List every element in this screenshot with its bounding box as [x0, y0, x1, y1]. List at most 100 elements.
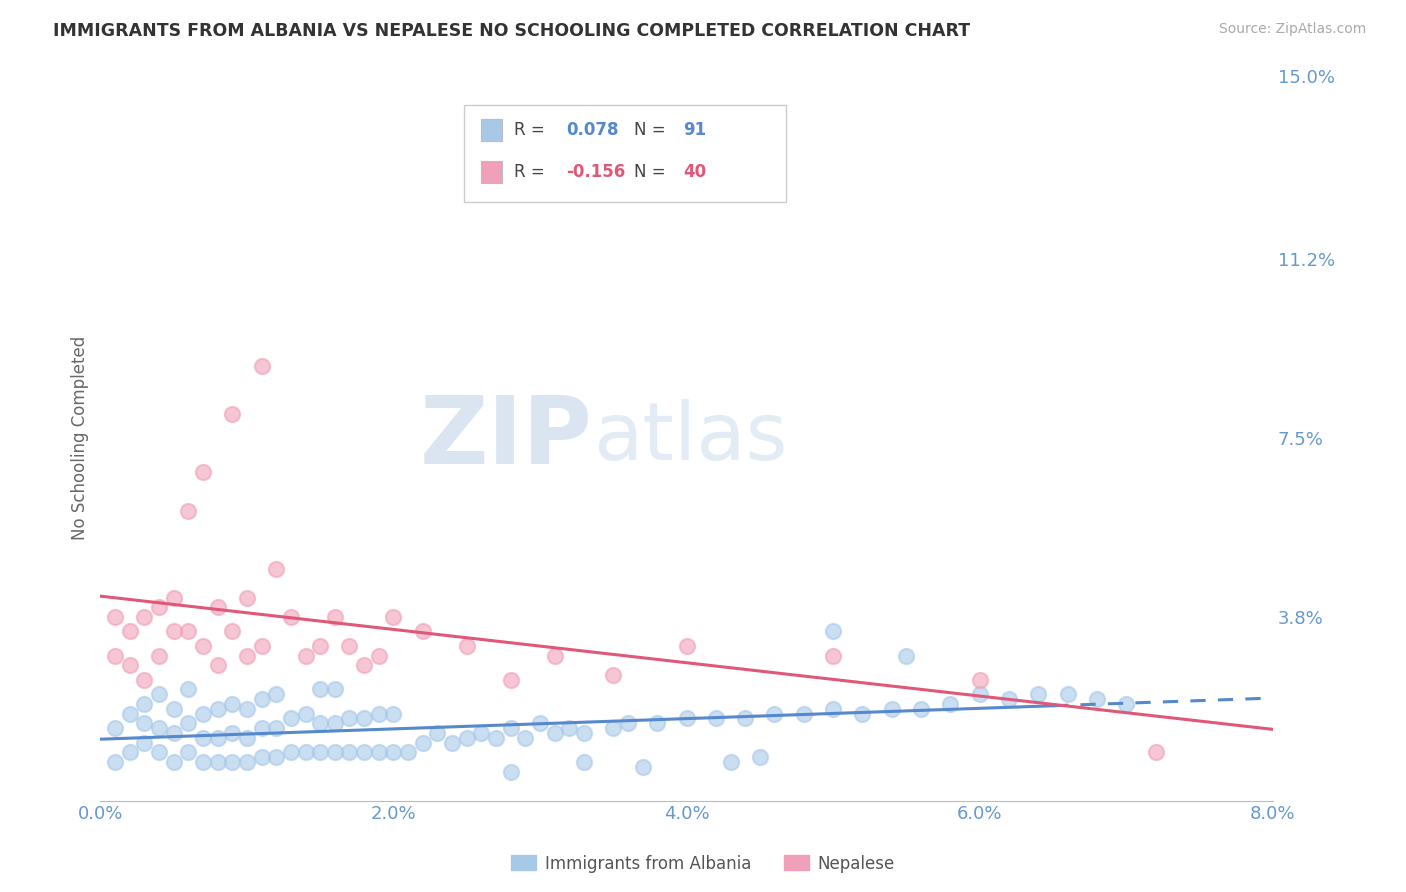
- Point: [396, 745, 419, 759]
- Text: 91: 91: [683, 121, 706, 139]
- Point: [823, 648, 845, 663]
- Point: [118, 658, 141, 673]
- Point: [323, 745, 346, 759]
- Text: 0.078: 0.078: [565, 121, 619, 139]
- Point: [162, 755, 184, 769]
- Point: [207, 755, 229, 769]
- Point: [148, 648, 170, 663]
- Text: ZIP: ZIP: [420, 392, 593, 484]
- Point: [191, 731, 214, 745]
- Point: [148, 721, 170, 735]
- Point: [939, 697, 962, 711]
- Point: [148, 600, 170, 615]
- Text: 40: 40: [683, 163, 706, 181]
- Point: [456, 639, 478, 653]
- Point: [617, 716, 640, 731]
- Point: [221, 407, 243, 421]
- Point: [880, 702, 903, 716]
- Point: [162, 624, 184, 639]
- Point: [910, 702, 932, 716]
- FancyBboxPatch shape: [481, 119, 502, 141]
- Point: [353, 745, 375, 759]
- Point: [191, 755, 214, 769]
- FancyBboxPatch shape: [464, 104, 786, 202]
- Point: [134, 716, 156, 731]
- Point: [734, 711, 756, 725]
- Point: [367, 745, 389, 759]
- Point: [264, 721, 287, 735]
- Point: [104, 610, 127, 624]
- Point: [207, 658, 229, 673]
- Point: [118, 706, 141, 721]
- Point: [998, 692, 1021, 706]
- Point: [309, 639, 332, 653]
- Point: [207, 731, 229, 745]
- Point: [177, 745, 200, 759]
- Point: [602, 721, 624, 735]
- Point: [118, 745, 141, 759]
- Point: [412, 624, 434, 639]
- Point: [207, 600, 229, 615]
- Point: [851, 706, 873, 721]
- Point: [969, 673, 991, 687]
- Point: [1056, 687, 1078, 701]
- Point: [264, 561, 287, 575]
- Point: [339, 711, 361, 725]
- Point: [382, 745, 405, 759]
- Point: [280, 610, 302, 624]
- Point: [221, 697, 243, 711]
- Point: [250, 750, 273, 764]
- Point: [543, 648, 565, 663]
- Point: [367, 648, 389, 663]
- Point: [426, 726, 449, 740]
- Point: [823, 624, 845, 639]
- Point: [236, 648, 259, 663]
- Point: [236, 591, 259, 605]
- Text: atlas: atlas: [593, 399, 787, 477]
- Point: [456, 731, 478, 745]
- Point: [177, 682, 200, 697]
- Point: [499, 673, 522, 687]
- Point: [441, 736, 464, 750]
- Point: [309, 716, 332, 731]
- Point: [309, 745, 332, 759]
- Text: N =: N =: [634, 163, 671, 181]
- Point: [412, 736, 434, 750]
- Point: [250, 359, 273, 373]
- Point: [529, 716, 551, 731]
- Point: [470, 726, 492, 740]
- Point: [896, 648, 918, 663]
- Point: [515, 731, 537, 745]
- Text: R =: R =: [515, 121, 550, 139]
- Point: [499, 721, 522, 735]
- Point: [294, 706, 316, 721]
- Text: R =: R =: [515, 163, 550, 181]
- Point: [191, 639, 214, 653]
- Point: [177, 716, 200, 731]
- Point: [148, 745, 170, 759]
- Point: [367, 706, 389, 721]
- Text: Source: ZipAtlas.com: Source: ZipAtlas.com: [1219, 22, 1367, 37]
- Point: [323, 716, 346, 731]
- Point: [294, 745, 316, 759]
- Point: [280, 711, 302, 725]
- Point: [309, 682, 332, 697]
- Point: [191, 465, 214, 479]
- Point: [250, 721, 273, 735]
- Point: [207, 702, 229, 716]
- Point: [148, 687, 170, 701]
- Point: [543, 726, 565, 740]
- Point: [793, 706, 815, 721]
- Point: [339, 639, 361, 653]
- Text: IMMIGRANTS FROM ALBANIA VS NEPALESE NO SCHOOLING COMPLETED CORRELATION CHART: IMMIGRANTS FROM ALBANIA VS NEPALESE NO S…: [53, 22, 970, 40]
- Point: [1026, 687, 1049, 701]
- Point: [704, 711, 727, 725]
- Text: -0.156: -0.156: [565, 163, 626, 181]
- Point: [572, 726, 595, 740]
- Point: [264, 687, 287, 701]
- Point: [323, 682, 346, 697]
- Y-axis label: No Schooling Completed: No Schooling Completed: [72, 336, 89, 541]
- Point: [353, 658, 375, 673]
- Point: [134, 673, 156, 687]
- Point: [221, 624, 243, 639]
